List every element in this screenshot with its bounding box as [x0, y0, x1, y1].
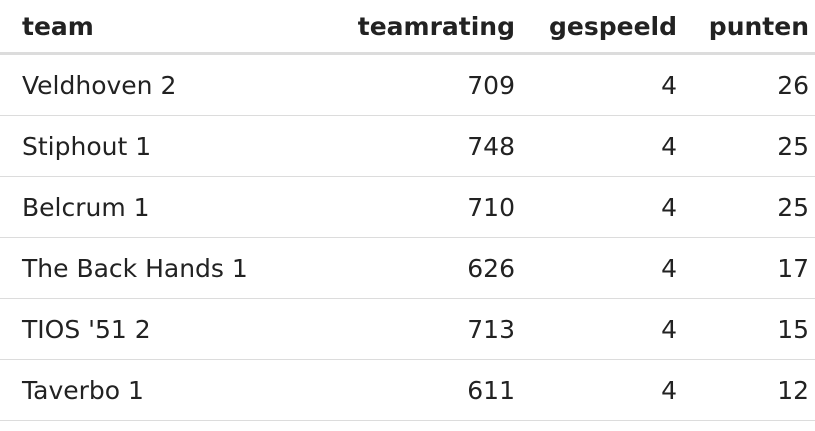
table-body: Veldhoven 2 709 4 26 Stiphout 1 748 4 25 Belcrum… — [0, 53, 815, 421]
column-header: teamrating — [282, 0, 515, 55]
table-cell: 709 — [282, 53, 515, 116]
table-cell: Stiphout 1 — [0, 115, 282, 177]
table-cell: 25 — [677, 176, 815, 238]
table-cell: TIOS '51 2 — [0, 298, 282, 360]
table-cell: 26 — [677, 53, 815, 116]
table-cell: 4 — [515, 53, 677, 116]
table-cell: 4 — [515, 298, 677, 360]
table-cell: 4 — [515, 115, 677, 177]
table-cell: 25 — [677, 115, 815, 177]
table-row: The Back Hands 1 626 4 17 — [0, 237, 815, 299]
table-cell: Taverbo 1 — [0, 359, 282, 421]
table-cell: Veldhoven 2 — [0, 53, 282, 116]
table-cell: Belcrum 1 — [0, 176, 282, 238]
table-cell: 748 — [282, 115, 515, 177]
table-cell: 611 — [282, 359, 515, 421]
table-cell: 4 — [515, 237, 677, 299]
table-cell: 4 — [515, 359, 677, 421]
column-header: gespeeld — [515, 0, 677, 55]
table-cell: The Back Hands 1 — [0, 237, 282, 299]
table-cell: 4 — [515, 176, 677, 238]
header-row: team teamrating gespeeld punten — [0, 0, 815, 55]
table-cell: 710 — [282, 176, 515, 238]
table-cell: 12 — [677, 359, 815, 421]
table-cell: 626 — [282, 237, 515, 299]
table-cell: 17 — [677, 237, 815, 299]
table-row: Belcrum 1 710 4 25 — [0, 176, 815, 238]
table-row: Veldhoven 2 709 4 26 — [0, 53, 815, 116]
table-row: TIOS '51 2 713 4 15 — [0, 298, 815, 360]
table-cell: 15 — [677, 298, 815, 360]
table-row: Stiphout 1 748 4 25 — [0, 115, 815, 177]
column-header: punten — [677, 0, 815, 55]
standings-table: team teamrating gespeeld punten Veldhoven 2… — [0, 0, 815, 421]
table-header: team teamrating gespeeld punten — [0, 0, 815, 55]
column-header: team — [0, 0, 282, 55]
table-cell: 713 — [282, 298, 515, 360]
table-row: Taverbo 1 611 4 12 — [0, 359, 815, 421]
